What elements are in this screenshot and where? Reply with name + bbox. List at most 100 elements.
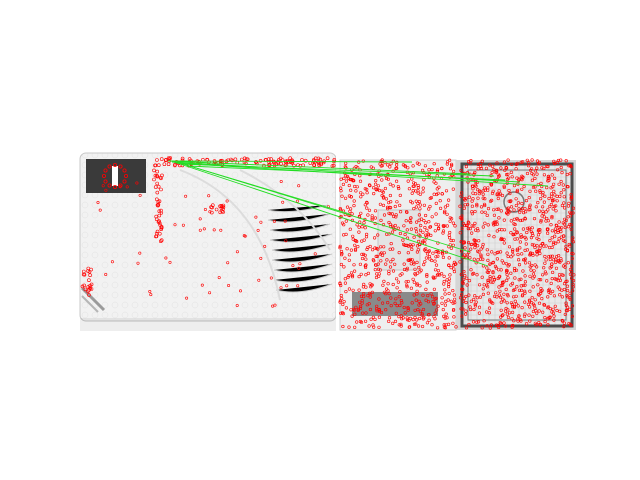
keypoint-marker (460, 191, 464, 195)
eu-star (107, 164, 112, 169)
keypoint-marker (491, 164, 495, 168)
keypoint-marker (479, 205, 484, 209)
keypoint-marker (497, 174, 501, 178)
keypoint-marker (477, 311, 482, 315)
keypoint-marker (563, 225, 567, 230)
keypoint-marker (424, 233, 428, 237)
keypoint-marker (227, 283, 231, 287)
keypoint-marker (553, 260, 558, 265)
keypoint-marker (426, 300, 431, 304)
keypoint-marker (359, 191, 363, 195)
keypoint-marker (547, 316, 551, 320)
keypoint-marker (447, 198, 451, 202)
match-line (175, 162, 549, 187)
keypoint-marker (543, 194, 547, 198)
keypoint-marker (551, 307, 555, 311)
keypoint-marker (394, 215, 398, 219)
keypoint-marker (272, 160, 277, 164)
keypoint-marker (355, 223, 359, 227)
keypoint-marker (443, 209, 447, 213)
keypoint-marker (528, 265, 532, 269)
keypoint-marker (411, 277, 415, 281)
keypoint-marker (402, 262, 406, 266)
keypoint-marker (443, 205, 448, 209)
keypoint-marker (444, 189, 449, 193)
keypoint-marker (352, 204, 356, 208)
keypoint-marker (458, 260, 462, 264)
keypoint-marker (338, 299, 343, 303)
keypoint-marker (530, 178, 535, 182)
keypoint-marker (531, 173, 536, 177)
keypoint-marker (361, 159, 365, 163)
keypoint-marker (349, 188, 353, 192)
keypoint-marker (542, 303, 546, 307)
keypoint-marker (550, 310, 554, 314)
keypoint-marker (214, 207, 219, 212)
keypoint-marker (364, 273, 368, 277)
keypoint-marker (519, 288, 524, 293)
keypoint-marker (317, 163, 322, 168)
keypoint-marker (510, 317, 514, 321)
keypoint-marker (440, 296, 444, 300)
keypoint-marker (471, 197, 475, 201)
keypoint-marker (388, 193, 393, 198)
eu-star (102, 173, 107, 178)
keypoint-marker (513, 232, 517, 236)
keypoint-marker (527, 196, 531, 200)
keypoint-marker (548, 307, 552, 311)
keypoint-marker (219, 228, 223, 232)
keypoint-marker (506, 264, 510, 268)
keypoint-marker (421, 186, 425, 190)
keypoint-marker (279, 161, 283, 166)
keypoint-marker (454, 325, 458, 329)
keypoint-marker (509, 301, 514, 305)
keypoint-marker (552, 176, 557, 180)
keypoint-marker (349, 195, 353, 199)
keypoint-marker (479, 247, 483, 251)
keypoint-marker (382, 245, 386, 249)
keypoint-marker (558, 309, 562, 314)
keypoint-marker (530, 243, 535, 247)
keypoint-marker (340, 253, 344, 257)
keypoint-marker (365, 247, 369, 251)
keypoint-marker (340, 194, 344, 198)
keypoint-marker (104, 188, 108, 192)
keypoint-marker (511, 295, 516, 299)
keypoint-marker (269, 157, 273, 161)
keypoint-marker (501, 261, 506, 265)
keypoint-marker (362, 252, 366, 256)
keypoint-marker (358, 262, 363, 266)
keypoint-marker (155, 158, 159, 162)
keypoint-marker (452, 315, 456, 319)
keypoint-marker (348, 177, 352, 182)
keypoint-marker (388, 265, 393, 269)
keypoint-marker (361, 192, 365, 196)
keypoint-marker (486, 270, 490, 275)
keypoint-marker (514, 167, 518, 171)
keypoint-marker (360, 256, 365, 261)
keypoint-marker (157, 221, 162, 225)
keypoint-marker (339, 262, 344, 267)
keypoint-marker (82, 269, 86, 274)
keypoint-marker (242, 156, 247, 161)
keypoint-marker (564, 218, 568, 222)
keypoint-marker (533, 263, 537, 267)
keypoint-marker (495, 222, 499, 226)
keypoint-marker (552, 318, 556, 322)
keypoint-marker (479, 166, 484, 170)
keypoint-marker (163, 158, 168, 162)
keypoint-marker (411, 189, 415, 193)
keypoint-marker (486, 252, 490, 256)
keypoint-marker (498, 192, 503, 196)
keypoint-marker (379, 218, 383, 222)
keypoint-marker (386, 177, 390, 181)
keypoint-marker (442, 224, 447, 228)
keypoint-marker (513, 222, 517, 227)
keypoint-marker (367, 291, 372, 296)
keypoint-marker (464, 326, 469, 330)
keypoint-marker (510, 162, 514, 166)
keypoint-marker (496, 207, 501, 211)
keypoint-marker (502, 321, 506, 325)
keypoint-marker (523, 261, 528, 265)
keypoint-marker (479, 253, 483, 257)
